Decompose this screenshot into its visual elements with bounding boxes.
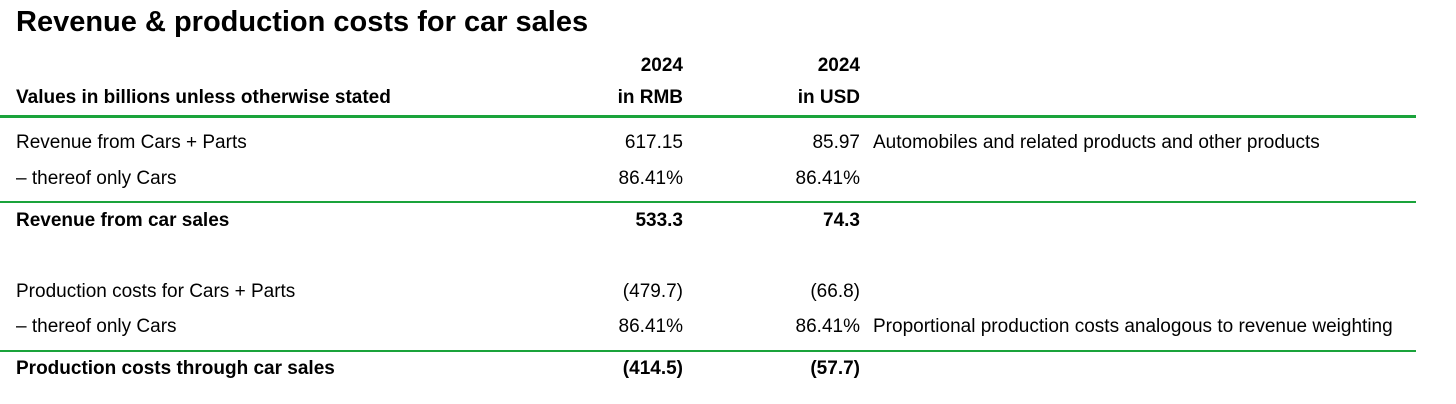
row-rmb-value: (479.7): [622, 281, 683, 302]
row-label: – thereof only Cars: [16, 168, 177, 189]
row-note: Proportional production costs analogous …: [873, 316, 1393, 337]
row-usd-value: (66.8): [810, 281, 860, 302]
row-usd-value: (57.7): [810, 358, 860, 379]
row-rmb-value: 86.41%: [618, 316, 683, 337]
row-label: Revenue from Cars + Parts: [16, 132, 247, 153]
header-usd-year: 2024: [817, 55, 860, 76]
header-label: Values in billions unless otherwise stat…: [16, 87, 391, 108]
row-label: – thereof only Cars: [16, 316, 177, 337]
row-note: Automobiles and related products and oth…: [873, 132, 1320, 153]
row-rmb-value: 86.41%: [618, 168, 683, 189]
header-divider: [0, 115, 1416, 118]
page-title: Revenue & production costs for car sales: [16, 6, 589, 38]
header-rmb-unit: in RMB: [617, 87, 683, 108]
row-rmb-value: (414.5): [622, 358, 683, 379]
row-usd-value: 86.41%: [795, 168, 860, 189]
row-usd-value: 86.41%: [795, 316, 860, 337]
costs-divider: [0, 350, 1416, 352]
row-label: Production costs for Cars + Parts: [16, 281, 296, 302]
row-label: Revenue from car sales: [16, 210, 230, 231]
row-rmb-value: 533.3: [635, 210, 683, 231]
header-usd-unit: in USD: [797, 87, 860, 108]
row-usd-value: 74.3: [823, 210, 860, 231]
revenue-divider: [0, 201, 1416, 203]
header-rmb-year: 2024: [640, 55, 683, 76]
row-rmb-value: 617.15: [624, 132, 683, 153]
row-label: Production costs through car sales: [16, 358, 335, 379]
row-usd-value: 85.97: [812, 132, 860, 153]
